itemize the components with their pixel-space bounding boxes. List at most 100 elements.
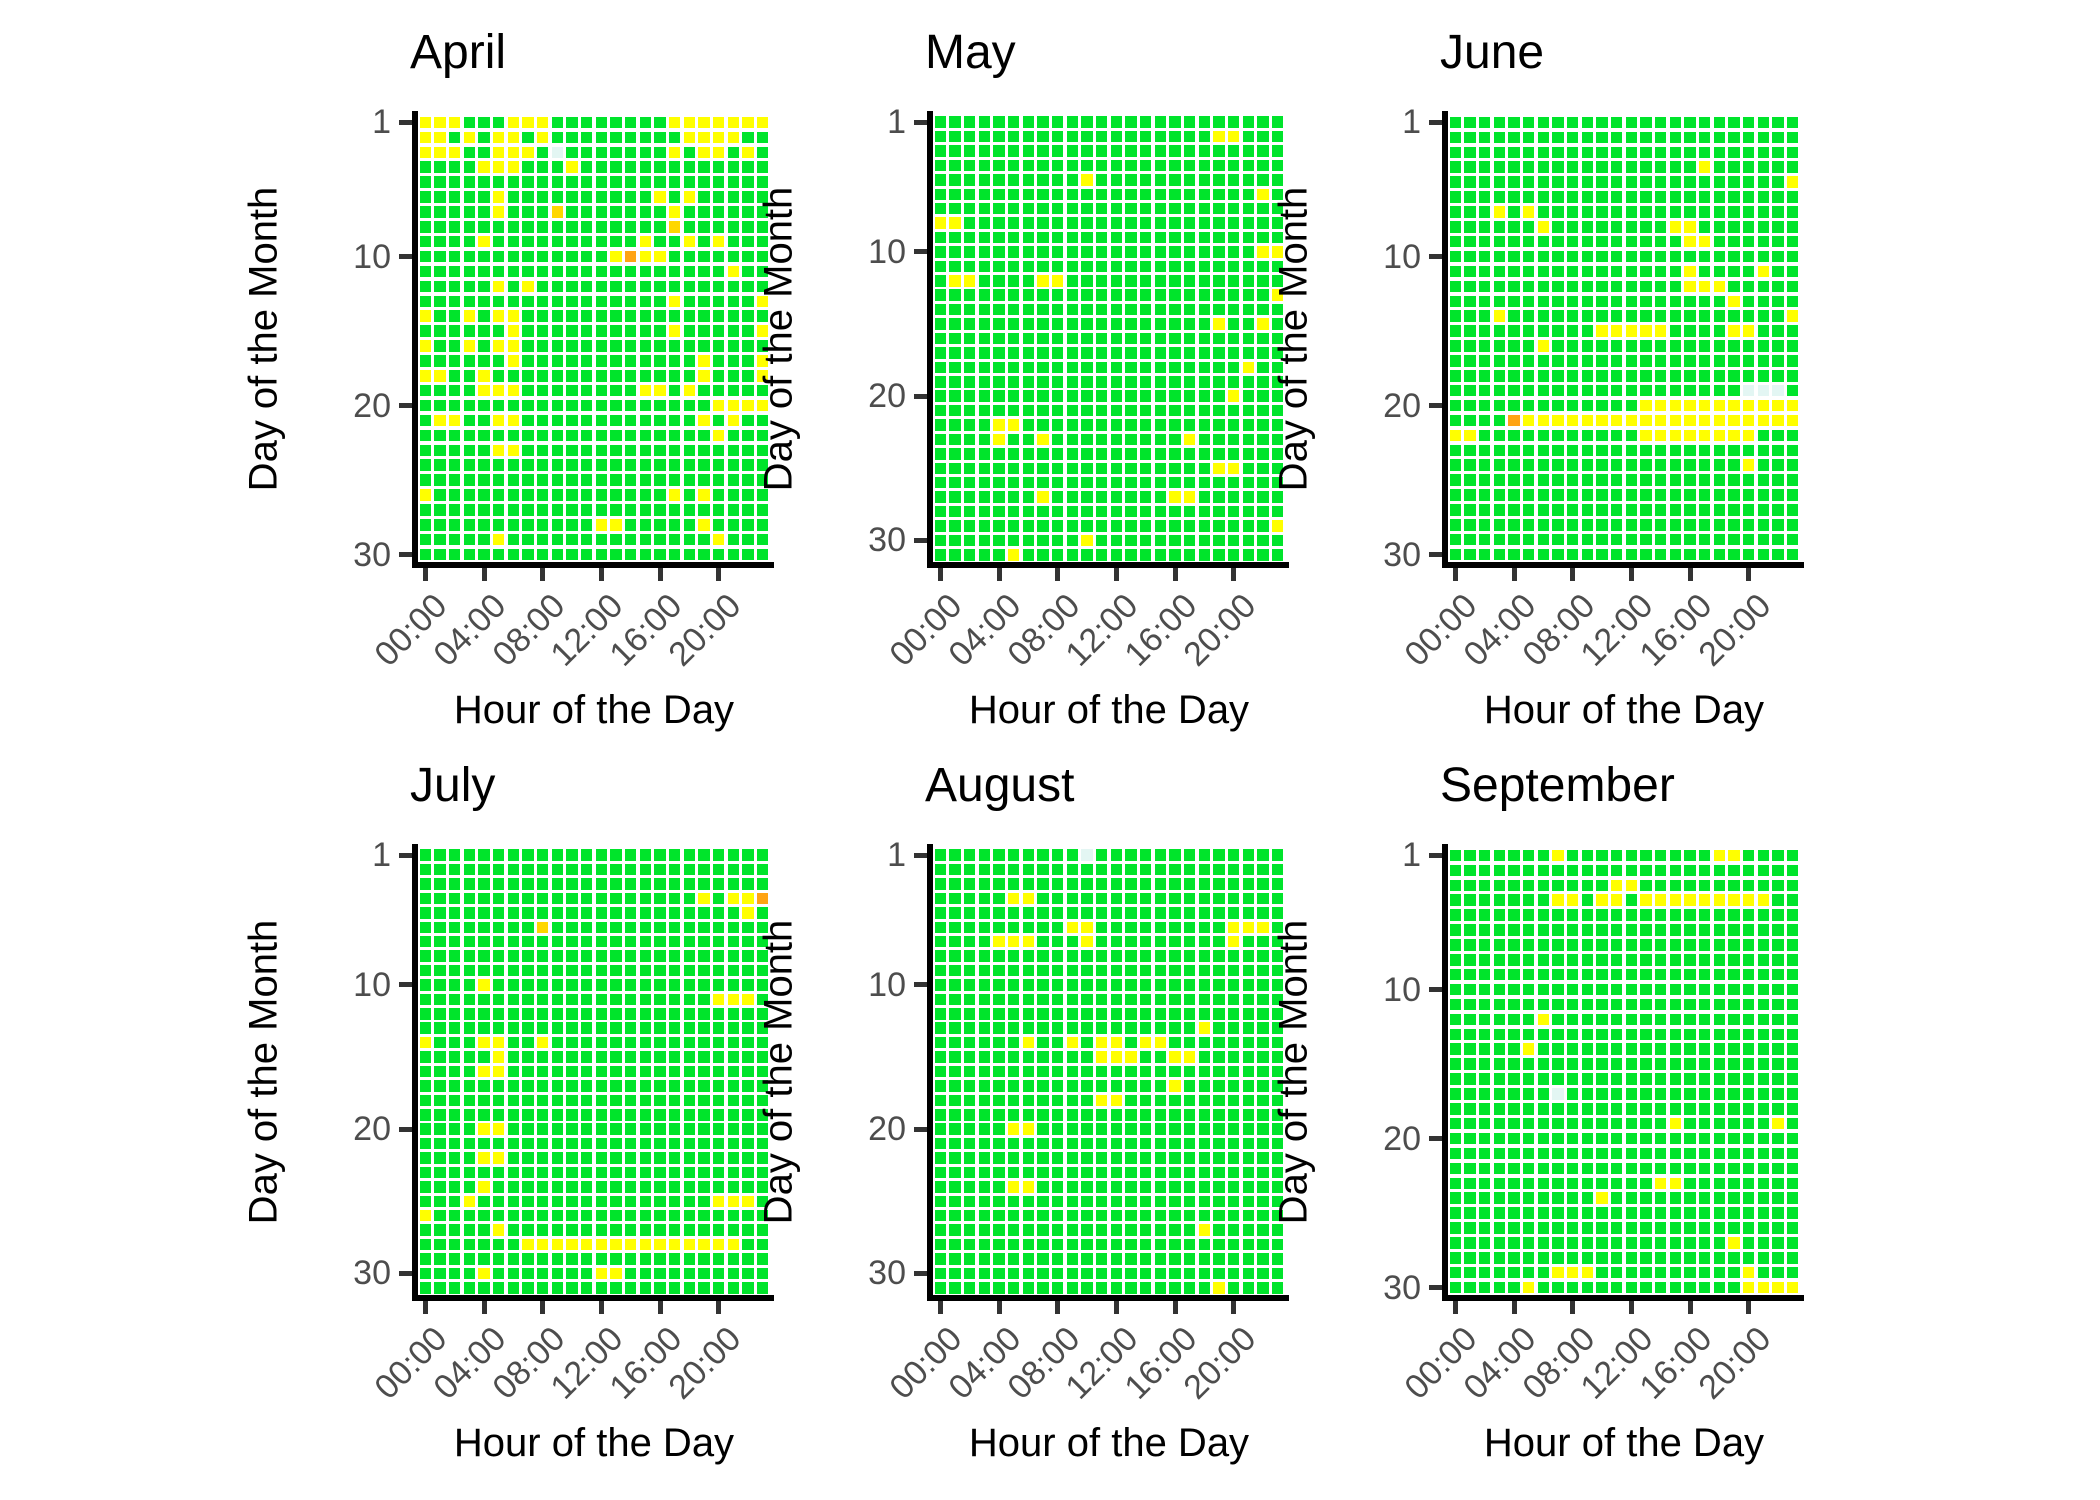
heatmap-cell — [595, 1224, 608, 1236]
heatmap-cell — [1654, 340, 1667, 352]
heatmap-cell — [1669, 235, 1682, 248]
heatmap-cell — [1169, 491, 1181, 503]
heatmap-cell — [668, 519, 681, 531]
heatmap-cell — [522, 235, 534, 248]
heatmap-cell — [1257, 921, 1269, 934]
heatmap-cell — [1522, 146, 1535, 158]
heatmap-cell — [1169, 318, 1181, 330]
heatmap-cell — [1610, 131, 1623, 144]
heatmap-cell — [610, 429, 622, 442]
heatmap-cell — [1125, 145, 1137, 157]
heatmap-cell — [1742, 116, 1755, 129]
heatmap-cell — [1125, 462, 1137, 475]
heatmap-cell — [1684, 489, 1696, 501]
heatmap-cell — [1566, 191, 1579, 203]
heatmap-cell — [1698, 176, 1711, 188]
heatmap-cell — [566, 429, 578, 442]
x-tick-mark — [1055, 1301, 1061, 1314]
heatmap-cell — [683, 548, 696, 561]
heatmap-cell — [727, 979, 740, 991]
heatmap-cell — [1271, 462, 1284, 475]
heatmap-cell — [1271, 318, 1284, 330]
heatmap-cell — [1654, 414, 1667, 427]
heatmap-cell — [434, 355, 446, 367]
heatmap-cell — [419, 993, 432, 1006]
heatmap-cell — [1713, 1103, 1726, 1115]
heatmap-cell — [1449, 489, 1462, 501]
heatmap-cell — [668, 1094, 681, 1107]
heatmap-cell — [1110, 979, 1123, 991]
heatmap-cell — [536, 1008, 549, 1020]
heatmap-cell — [1742, 519, 1755, 531]
heatmap-cell — [639, 1152, 652, 1164]
heatmap-cell — [1449, 1013, 1462, 1026]
heatmap-cell — [949, 1065, 961, 1078]
heatmap-cell — [1464, 310, 1476, 322]
heatmap-cell — [1257, 1008, 1269, 1020]
heatmap-cell — [1007, 332, 1020, 345]
heatmap-cell — [1786, 1222, 1799, 1234]
heatmap-cell — [610, 206, 622, 218]
heatmap-cell — [1464, 325, 1476, 337]
heatmap-cell — [1066, 1080, 1079, 1092]
heatmap-cell — [551, 1181, 564, 1193]
heatmap-cell — [1081, 231, 1093, 244]
x-tick-mark — [1628, 1301, 1634, 1314]
heatmap-cell — [566, 1253, 578, 1265]
heatmap-cell — [507, 863, 520, 876]
heatmap-cell — [1566, 131, 1579, 144]
heatmap-cell — [756, 1022, 769, 1034]
heatmap-cell — [1139, 534, 1152, 547]
heatmap-cell — [1183, 1137, 1196, 1150]
heatmap-cell — [756, 1123, 769, 1135]
heatmap-cell — [463, 1123, 476, 1135]
heatmap-cell — [1037, 1137, 1049, 1150]
heatmap-cell — [1566, 1103, 1579, 1115]
heatmap-cell — [978, 1282, 991, 1294]
heatmap-cell — [536, 310, 549, 322]
heatmap-cell — [1095, 275, 1108, 287]
heatmap-cell — [1257, 289, 1269, 301]
heatmap-cell — [492, 519, 505, 531]
heatmap-cell — [1257, 390, 1269, 402]
heatmap-cell — [1566, 1162, 1579, 1175]
heatmap-cell — [1449, 414, 1462, 427]
heatmap-cell — [1581, 983, 1594, 996]
heatmap-cell — [668, 310, 681, 322]
heatmap-cell — [1508, 1043, 1520, 1055]
heatmap-cell — [1227, 376, 1240, 388]
heatmap-cell — [434, 131, 446, 144]
heatmap-cell — [1139, 1094, 1152, 1107]
heatmap-cell — [1669, 1237, 1682, 1249]
heatmap-cell — [1007, 505, 1020, 518]
heatmap-cell — [1625, 954, 1638, 966]
heatmap-cell — [1110, 549, 1123, 561]
heatmap-cell — [1154, 935, 1167, 948]
heatmap-cell — [419, 878, 432, 890]
heatmap-cell — [536, 863, 549, 876]
heatmap-cell — [463, 1094, 476, 1107]
heatmap-cell — [712, 116, 725, 129]
heatmap-cell — [1625, 533, 1638, 546]
heatmap-cell — [1625, 1252, 1638, 1264]
heatmap-cell — [1698, 1147, 1711, 1160]
heatmap-cell — [1669, 355, 1682, 367]
heatmap-cell — [1227, 1152, 1240, 1164]
heatmap-cell — [478, 993, 490, 1006]
heatmap-cell — [1581, 370, 1594, 382]
heatmap-cell — [566, 235, 578, 248]
heatmap-cell — [1198, 1282, 1211, 1294]
heatmap-cell — [624, 1253, 637, 1265]
heatmap-cell — [595, 489, 608, 501]
heatmap-cell — [683, 399, 696, 412]
heatmap-cell — [1522, 1252, 1535, 1264]
heatmap-cell — [463, 370, 476, 382]
heatmap-cell — [1786, 1043, 1799, 1055]
heatmap-cell — [1757, 310, 1770, 322]
heatmap-cell — [419, 191, 432, 203]
heatmap-cell — [1610, 1132, 1623, 1145]
heatmap-cell — [742, 206, 754, 218]
heatmap-cell — [978, 217, 991, 229]
heatmap-cell — [1110, 505, 1123, 518]
heatmap-cell — [624, 979, 637, 991]
